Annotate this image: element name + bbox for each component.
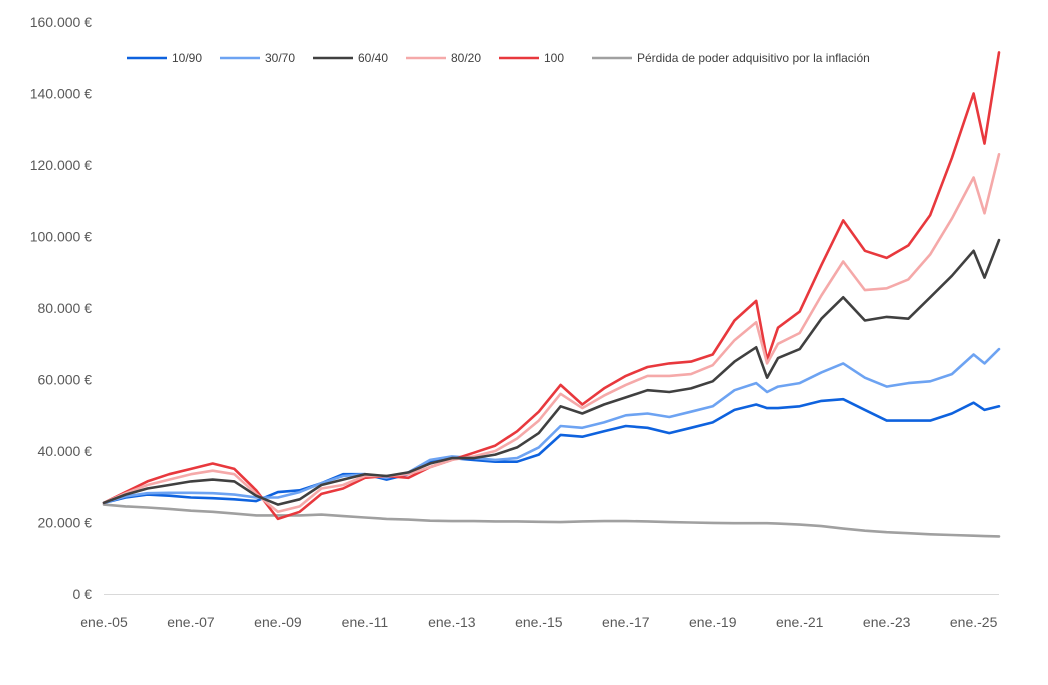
x-tick-label: ene.-05 (80, 614, 128, 630)
legend-item: 80/20 (406, 51, 481, 65)
x-tick-label: ene.-21 (776, 614, 824, 630)
series-line-100 (102, 51, 1001, 521)
y-tick-label: 60.000 € (38, 372, 93, 388)
x-tick-label: ene.-15 (515, 614, 563, 630)
series-line-10-90 (102, 397, 1001, 505)
legend-item: 100 (499, 51, 564, 65)
legend-label: 100 (544, 51, 564, 65)
x-tick-label: ene.-07 (167, 614, 215, 630)
legend-item: 10/90 (127, 51, 202, 65)
y-tick-label: 120.000 € (30, 157, 92, 173)
y-tick-label: 140.000 € (30, 86, 92, 102)
y-axis-tick-labels: 0 € 20.000 € 40.000 € 60.000 € 80.000 € 100.0… (30, 14, 93, 602)
legend-item: 30/70 (220, 51, 295, 65)
legend: 10/90 30/70 60/40 80/20 100 Pérdida de poder … (127, 51, 870, 65)
series-line-30-70 (102, 347, 1001, 505)
series-line-80-20 (102, 153, 1001, 514)
series-line-60-40 (102, 238, 1001, 506)
y-tick-label: 80.000 € (38, 300, 93, 316)
y-tick-label: 0 € (73, 586, 93, 602)
y-tick-label: 20.000 € (38, 515, 93, 531)
series-lines (102, 51, 1001, 538)
x-tick-label: ene.-23 (863, 614, 911, 630)
y-tick-label: 100.000 € (30, 229, 92, 245)
legend-label: 30/70 (265, 51, 295, 65)
legend-label: 10/90 (172, 51, 202, 65)
series-line-inflation (102, 503, 1001, 538)
x-tick-label: ene.-13 (428, 614, 476, 630)
legend-label: Pérdida de poder adquisitivo por la infl… (637, 51, 870, 65)
legend-label: 60/40 (358, 51, 388, 65)
x-tick-label: ene.-09 (254, 614, 302, 630)
x-tick-label: ene.-17 (602, 614, 650, 630)
x-tick-label: ene.-25 (950, 614, 998, 630)
legend-label: 80/20 (451, 51, 481, 65)
x-tick-label: ene.-11 (342, 614, 389, 630)
legend-item: Pérdida de poder adquisitivo por la infl… (592, 51, 870, 65)
y-tick-label: 160.000 € (30, 14, 92, 30)
legend-item: 60/40 (313, 51, 388, 65)
y-tick-label: 40.000 € (38, 443, 93, 459)
x-tick-label: ene.-19 (689, 614, 737, 630)
x-axis-tick-labels: ene.-05 ene.-07 ene.-09 ene.-11 ene.-13 ene.-… (80, 614, 997, 630)
